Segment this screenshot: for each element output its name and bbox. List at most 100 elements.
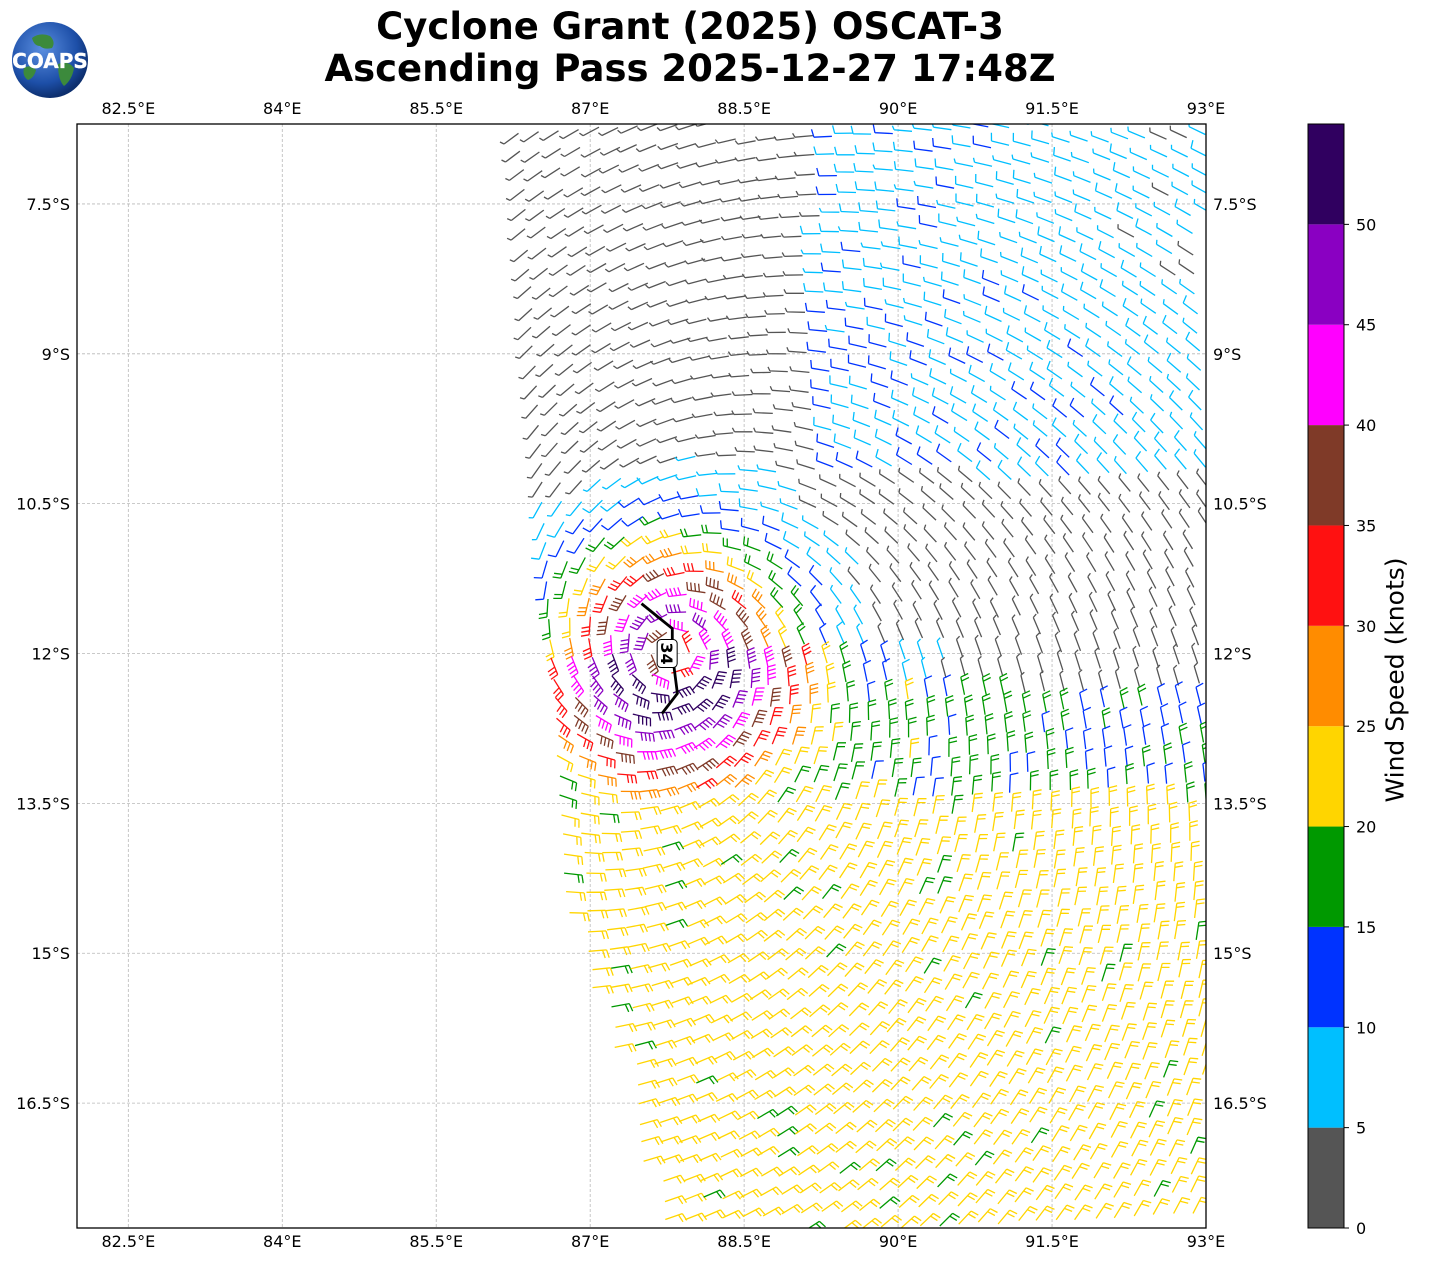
wind-barb (1090, 786, 1100, 808)
wind-barb (843, 1219, 862, 1228)
wind-barb (677, 1074, 700, 1084)
wind-barb (964, 991, 983, 1009)
wind-barb (1046, 747, 1056, 770)
wind-barb (581, 459, 601, 473)
wind-barb (1113, 1201, 1132, 1219)
wind-barb (891, 582, 903, 602)
wind-barb (966, 1013, 985, 1031)
wind-barb (940, 271, 959, 286)
wind-barb (1003, 690, 1013, 713)
wind-barb (1038, 478, 1052, 498)
wind-barb (664, 901, 687, 911)
wind-barb (553, 678, 564, 701)
wind-barb (1200, 1019, 1206, 1037)
wind-barb (984, 1012, 1002, 1030)
wind-barb (1073, 1144, 1092, 1161)
wind-barb (632, 713, 652, 727)
wind-barb (637, 770, 659, 780)
wind-barb (986, 343, 1004, 361)
wind-barb (906, 332, 925, 348)
wind-barb (802, 905, 824, 920)
wind-barb (552, 561, 568, 579)
wind-barb (1049, 1107, 1068, 1124)
wind-barb (973, 1112, 993, 1128)
wind-barb (1126, 785, 1136, 807)
wind-barb (807, 321, 828, 332)
wind-barb (967, 1033, 987, 1050)
wind-barb (1166, 783, 1176, 805)
wind-barb (951, 135, 971, 148)
wind-barb (684, 278, 706, 285)
wind-barb (632, 693, 650, 710)
wind-barb (1179, 278, 1195, 295)
wind-barb (916, 858, 933, 876)
wind-barb (737, 484, 758, 492)
wind-barb (1144, 1061, 1160, 1080)
wind-barb (1029, 361, 1046, 381)
wind-barb (1014, 1187, 1034, 1203)
wind-barb (762, 292, 784, 297)
wind-barb (572, 577, 589, 596)
wind-barb (571, 303, 592, 315)
wind-barb (617, 497, 640, 509)
wind-barb (942, 674, 952, 697)
wind-barb (857, 840, 875, 858)
wind-barb (900, 1215, 922, 1228)
wind-barb (955, 193, 974, 207)
wind-barb (844, 317, 864, 330)
wind-barb (766, 551, 783, 570)
wind-barb (872, 601, 882, 622)
colorbar-segment (1308, 726, 1344, 827)
wind-barb (835, 183, 857, 194)
wind-barb (838, 1179, 860, 1192)
wind-barb (1081, 513, 1094, 534)
wind-barb (729, 669, 742, 689)
wind-barb (553, 344, 573, 357)
wind-barb (852, 1079, 874, 1093)
wind-barb (1000, 270, 1019, 283)
wind-barb (1003, 1010, 1021, 1028)
wind-barb (974, 634, 982, 656)
wind-barb (884, 979, 904, 995)
wind-barb (850, 1061, 871, 1076)
wind-barb (641, 201, 663, 210)
wind-barb (1099, 946, 1114, 965)
wind-barb (1025, 556, 1037, 577)
wind-barb (881, 658, 891, 681)
wind-barb (965, 714, 975, 736)
wind-barb (1149, 1138, 1167, 1156)
wind-barb (1193, 448, 1206, 468)
wind-barb (578, 755, 597, 771)
wind-barb (1127, 126, 1146, 139)
wind-barb (726, 556, 745, 572)
wind-barb (689, 995, 712, 1005)
wind-barb (1074, 433, 1089, 455)
wind-barb (820, 243, 841, 254)
wind-barb (1130, 824, 1141, 845)
wind-barb (926, 714, 935, 736)
wind-barb (779, 498, 798, 510)
wind-barb (1089, 376, 1105, 397)
wind-barb (679, 528, 702, 538)
wind-barb (1029, 574, 1040, 595)
wind-barb (792, 132, 813, 138)
wind-barb (1120, 259, 1137, 278)
wind-barb (1149, 127, 1167, 140)
wind-barb (821, 883, 842, 900)
wind-barb (846, 680, 856, 702)
wind-barb (971, 774, 983, 795)
wind-barb (947, 713, 957, 735)
wind-barb (953, 426, 970, 443)
wind-barb (1017, 889, 1032, 908)
wind-barb (997, 208, 1016, 224)
wind-barb (1069, 397, 1085, 418)
wind-barb (957, 442, 973, 463)
wind-barb (545, 207, 566, 219)
wind-barb (603, 635, 613, 657)
colorbar-tick-label: 0 (1356, 1219, 1366, 1238)
lon-tick-label-bottom: 84°E (263, 1232, 301, 1251)
wind-barb (895, 619, 905, 641)
colorbar-tick-label: 20 (1356, 818, 1376, 837)
wind-barb (624, 886, 647, 896)
